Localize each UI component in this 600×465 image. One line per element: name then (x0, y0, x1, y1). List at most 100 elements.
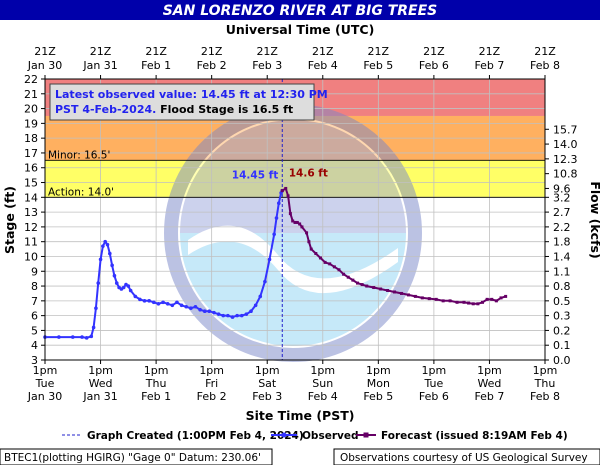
left-tick-label: 18 (24, 132, 38, 145)
forecast-point (393, 290, 397, 294)
right-tick-label: 10.8 (553, 168, 578, 181)
info-line-2-date: PST 4-Feb-2024. (55, 103, 156, 116)
right-tick-label: 15.7 (553, 123, 578, 136)
bottom-tick-day: Thu (534, 377, 556, 390)
observed-point (207, 309, 212, 313)
point-label: 14.6 ft (289, 167, 328, 179)
top-tick-date: Feb 6 (419, 59, 449, 72)
left-tick-label: 21 (24, 88, 38, 101)
forecast-point (494, 299, 498, 303)
forecast-point (309, 247, 313, 251)
left-tick-label: 6 (31, 310, 38, 323)
forecast-point (413, 294, 417, 298)
observed-point (94, 306, 98, 311)
info-line-2-flood: Flood Stage is 16.5 ft (156, 103, 293, 116)
forecast-point (346, 275, 350, 279)
observed-point (272, 232, 276, 237)
observed-point (105, 242, 110, 247)
top-tick-time: 21Z (201, 45, 223, 58)
observed-point (147, 299, 151, 303)
observed-point (98, 257, 103, 262)
bottom-tick-time: 1pm (199, 364, 224, 377)
top-tick-time: 21Z (368, 45, 390, 58)
right-tick-label: 3.2 (553, 191, 571, 204)
right-tick-label: 1.8 (553, 236, 571, 249)
legend-forecast-label: Forecast (issued 8:19AM Feb 4) (381, 430, 568, 442)
left-tick-label: 13 (24, 206, 38, 219)
observed-point (170, 303, 175, 308)
forecast-point (291, 219, 295, 223)
left-tick-label: 12 (24, 221, 38, 234)
threshold-label: Minor: 16.5' (48, 149, 110, 161)
observed-point (175, 300, 179, 305)
forecast-point (406, 293, 410, 297)
observed-point (142, 299, 147, 303)
observed-point (110, 263, 114, 268)
bottom-tick-time: 1pm (533, 364, 558, 377)
observed-point (84, 336, 89, 340)
forecast-point (455, 300, 459, 304)
observed-point (244, 312, 249, 316)
legend-observed-label: Observed (302, 430, 358, 442)
forecast-point (332, 265, 336, 269)
forecast-point (314, 252, 318, 256)
legend: Graph Created (1:00PM Feb 4, 2024) Obser… (62, 430, 568, 442)
observed-point (114, 281, 119, 285)
left-tick-label: 19 (24, 117, 38, 130)
bottom-tick-date: Jan 31 (82, 390, 117, 403)
left-tick-label: 9 (31, 265, 38, 278)
bottom-tick-date: Feb 8 (530, 390, 560, 403)
left-tick-label: 7 (31, 295, 38, 308)
bottom-tick-day: Tue (423, 377, 443, 390)
observed-point (89, 334, 94, 339)
threshold-labels: Minor: 16.5' Action: 14.0' (45, 149, 545, 198)
observed-point (156, 302, 161, 306)
observed-point (161, 300, 165, 305)
observed-point (212, 310, 216, 315)
observed-point (274, 216, 279, 220)
observed-point (226, 313, 230, 318)
right-tick-label: 0.1 (553, 339, 571, 352)
top-tick-date: Jan 30 (27, 59, 62, 72)
right-tick-label: 0.5 (553, 295, 571, 308)
observed-point (189, 306, 193, 311)
observed-point (202, 309, 207, 313)
observed-line (45, 190, 284, 339)
bottom-tick-time: 1pm (255, 364, 280, 377)
bottom-tick-time: 1pm (422, 364, 447, 377)
bottom-tick-date: Feb 7 (474, 390, 504, 403)
top-tick-time: 21Z (534, 45, 556, 58)
observed-point (133, 294, 138, 299)
forecast-point (300, 225, 304, 229)
observed-point (128, 288, 133, 293)
forecast-point (386, 288, 390, 292)
left-tick-label: 8 (31, 280, 38, 293)
chart-title: SAN LORENZO RIVER AT BIG TREES (163, 3, 438, 19)
bottom-tick-date: Feb 4 (308, 390, 338, 403)
forecast-point (342, 272, 346, 276)
top-tick-date: Feb 4 (308, 59, 338, 72)
observed-point (253, 303, 258, 308)
footer: BTEC1(plotting HGIRG) "Gage 0" Datum: 23… (0, 448, 600, 465)
observed-point (80, 335, 84, 339)
observed-point (112, 273, 117, 278)
forecast-point (448, 299, 452, 303)
observed-point (216, 312, 221, 316)
observed-point (230, 315, 235, 319)
bottom-tick-day: Sun (312, 377, 333, 390)
series-group (43, 186, 508, 340)
forecast-point (434, 297, 438, 301)
top-tick-date: Feb 8 (530, 59, 560, 72)
left-tick-label: 10 (24, 250, 38, 263)
observed-point (249, 309, 253, 313)
observed-point (165, 302, 170, 306)
bottom-tick-day: Mon (367, 377, 390, 390)
bottom-tick-day: Wed (89, 377, 113, 390)
left-tick-label: 16 (24, 162, 38, 175)
left-tick-label: 20 (24, 103, 38, 116)
title-bar (0, 0, 600, 20)
forecast-point (379, 287, 383, 291)
observed-point (267, 257, 272, 262)
observed-point (121, 285, 126, 290)
